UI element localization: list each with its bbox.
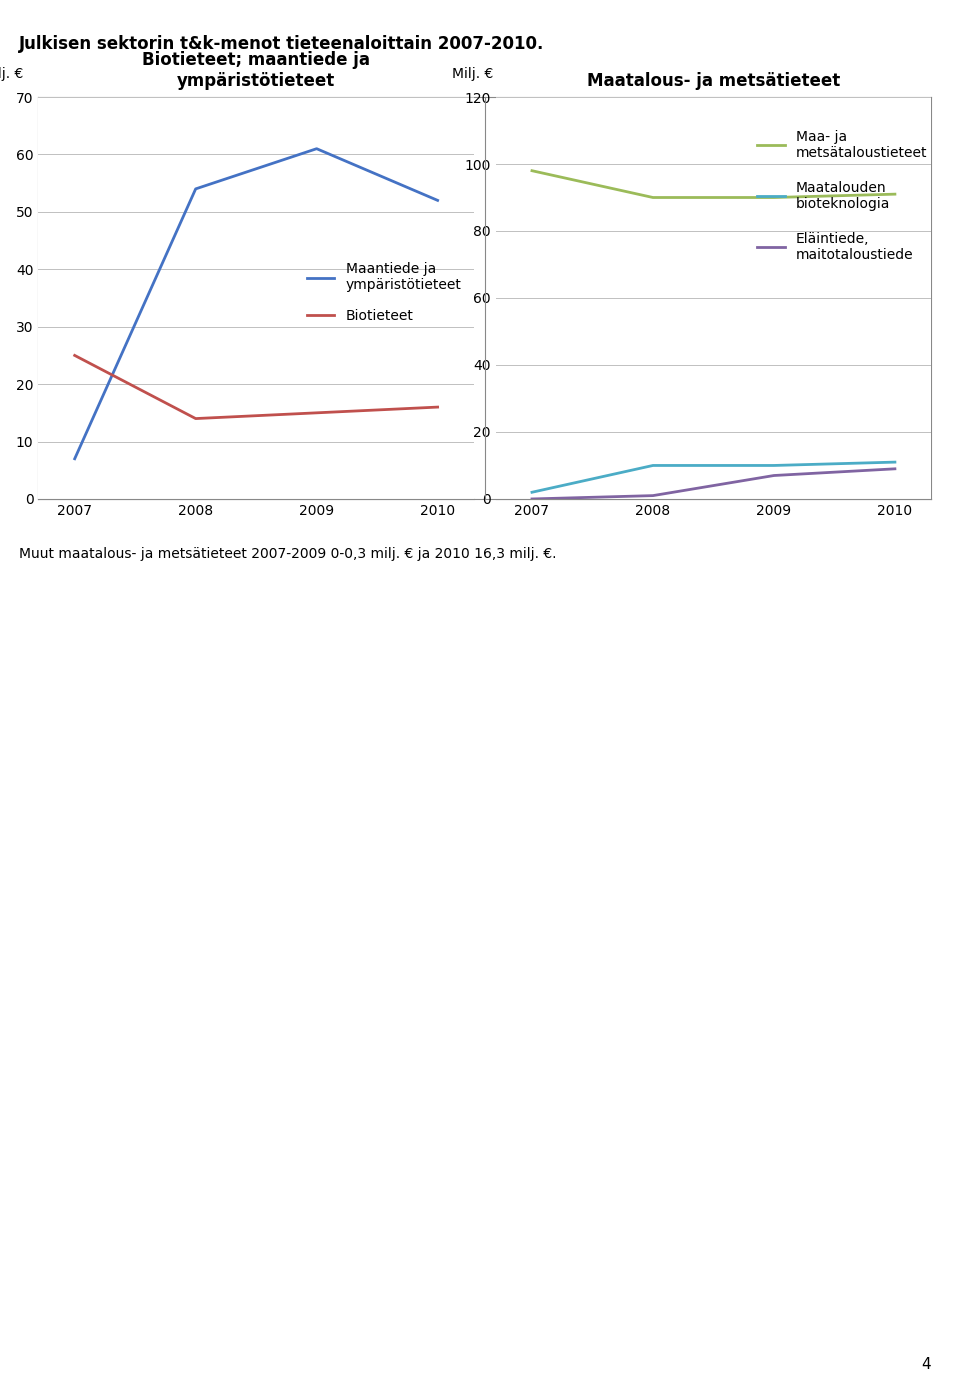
Text: Milj. €: Milj. € <box>452 67 493 80</box>
Text: 4: 4 <box>922 1357 931 1372</box>
Title: Maatalous- ja metsätieteet: Maatalous- ja metsätieteet <box>587 72 840 90</box>
Legend: Maantiede ja
ympäristötieteet, Biotieteet: Maantiede ja ympäristötieteet, Biotietee… <box>301 256 467 328</box>
Text: Milj. €: Milj. € <box>0 67 23 80</box>
Text: Muut maatalous- ja metsätieteet 2007-2009 0-0,3 milj. € ja 2010 16,3 milj. €.: Muut maatalous- ja metsätieteet 2007-200… <box>19 547 557 561</box>
Text: Julkisen sektorin t&k-menot tieteenaloittain 2007-2010.: Julkisen sektorin t&k-menot tieteenaloit… <box>19 35 544 53</box>
Title: Biotieteet; maantiede ja
ympäristötieteet: Biotieteet; maantiede ja ympäristötietee… <box>142 51 371 90</box>
Legend: Maa- ja
metsätaloustieteet, Maatalouden
bioteknologia, Eläintiede,
maitotalousti: Maa- ja metsätaloustieteet, Maatalouden … <box>752 125 933 267</box>
